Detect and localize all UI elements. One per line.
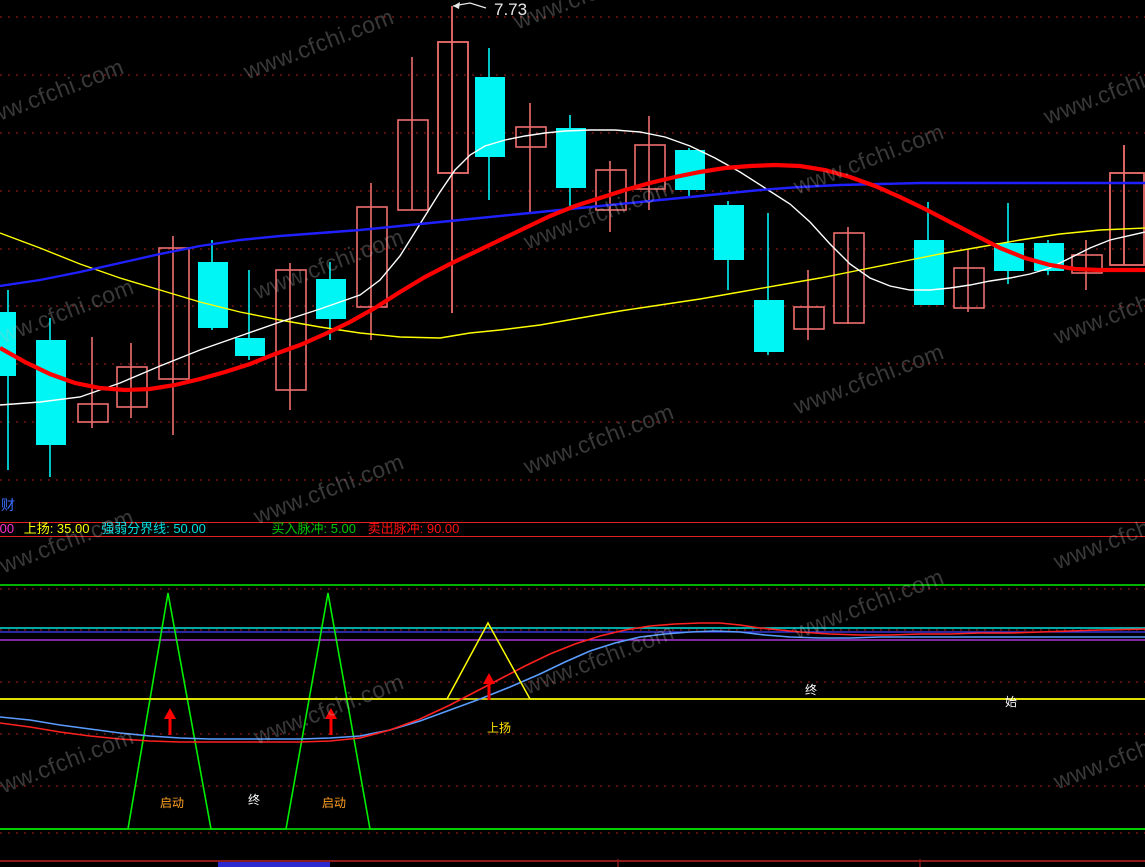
candle bbox=[158, 236, 190, 435]
candle bbox=[714, 201, 744, 290]
candlestick-price-panel[interactable]: 7.73 bbox=[0, 0, 1145, 515]
candle bbox=[475, 48, 505, 200]
ma-white-line bbox=[0, 129, 1145, 406]
candle bbox=[914, 202, 944, 305]
legend-item-fenjiexian: 强弱分界线: 50.00 bbox=[101, 521, 206, 536]
candle bbox=[1109, 145, 1145, 266]
candle bbox=[116, 343, 148, 418]
marker-qidong-2: 启动 bbox=[322, 796, 347, 810]
candle bbox=[833, 227, 865, 324]
indicator-legend-strip: .00 上扬: 35.00 强弱分界线: 50.00 买入脉冲: 5.00 卖出… bbox=[0, 515, 1145, 537]
candle bbox=[1071, 240, 1103, 290]
candle bbox=[356, 183, 388, 340]
candle bbox=[953, 250, 985, 312]
legend-divider-top bbox=[0, 522, 1145, 523]
ma-yellow-line bbox=[0, 227, 1145, 339]
candle bbox=[397, 57, 429, 211]
cai-watermark-label: 财 bbox=[1, 497, 15, 513]
price-chart-svg bbox=[0, 2, 1145, 481]
price-callout-arrow bbox=[452, 2, 487, 9]
marker-zhong-2: 终 bbox=[805, 683, 818, 697]
candle bbox=[275, 263, 307, 410]
candle bbox=[77, 337, 109, 428]
indicator-chart-svg bbox=[0, 584, 1145, 867]
candle bbox=[316, 262, 346, 340]
legend-item-shangyang: 上扬: 35.00 bbox=[23, 521, 90, 536]
pulse-green-line bbox=[0, 592, 1145, 830]
high-price-label: 7.73 bbox=[494, 0, 528, 19]
buy-arrow-marker-3 bbox=[483, 673, 495, 700]
ma-red-line bbox=[0, 162, 1145, 393]
buy-arrow-marker-1 bbox=[164, 708, 176, 735]
fast-red-indicator bbox=[0, 622, 1145, 743]
marker-shangyang: 上扬 bbox=[487, 721, 512, 735]
scrollbar-thumb bbox=[218, 862, 330, 867]
candle bbox=[634, 116, 666, 210]
legend-item-mairu: 买入脉冲: 5.00 bbox=[271, 521, 357, 536]
slow-blue-indicator bbox=[0, 630, 1145, 740]
legend-values-row: .00 上扬: 35.00 强弱分界线: 50.00 买入脉冲: 5.00 卖出… bbox=[0, 521, 1145, 537]
candlestick-series bbox=[0, 6, 1145, 477]
candle bbox=[754, 213, 784, 355]
candle bbox=[1034, 240, 1064, 275]
candle bbox=[198, 240, 228, 330]
marker-qidong-1: 启动 bbox=[160, 796, 185, 810]
candle bbox=[0, 290, 16, 470]
shangyang-trigger-line bbox=[0, 621, 1145, 700]
marker-shi: 始 bbox=[1005, 695, 1018, 709]
legend-item-maichu: 卖出脉冲: 90.00 bbox=[367, 521, 460, 536]
oscillator-indicator-panel[interactable]: 启动 终 启动 上扬 终 始 bbox=[0, 537, 1145, 867]
candle bbox=[36, 318, 66, 477]
buy-arrow-marker-2 bbox=[325, 708, 337, 735]
candle bbox=[556, 115, 586, 207]
candle bbox=[235, 270, 265, 360]
marker-zhong-1: 终 bbox=[248, 793, 261, 807]
legend-divider-bottom bbox=[0, 536, 1145, 537]
legend-cut-value: .00 bbox=[0, 521, 15, 536]
candle bbox=[793, 270, 825, 340]
candle bbox=[515, 103, 547, 212]
